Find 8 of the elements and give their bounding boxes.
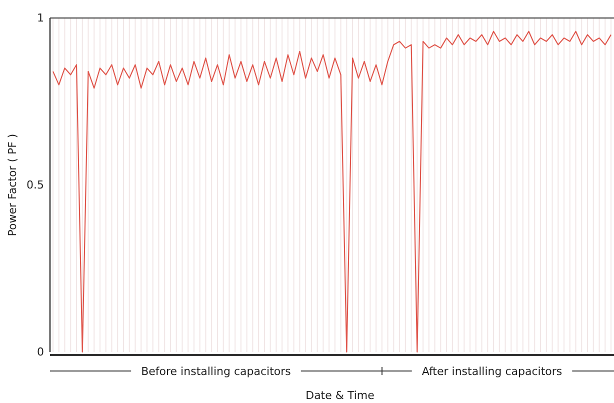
line-series <box>52 30 612 353</box>
text: After installing capacitors <box>422 365 562 378</box>
y-axis-title: Power Factor ( PF ) <box>6 134 19 236</box>
y-tick-label: 0 <box>37 346 44 359</box>
y-tick-label: 0.5 <box>26 178 44 192</box>
y-tick-label: 1 <box>37 12 44 25</box>
text: Before installing capacitors <box>141 365 292 378</box>
x-axis-title: Date & Time <box>306 389 375 402</box>
